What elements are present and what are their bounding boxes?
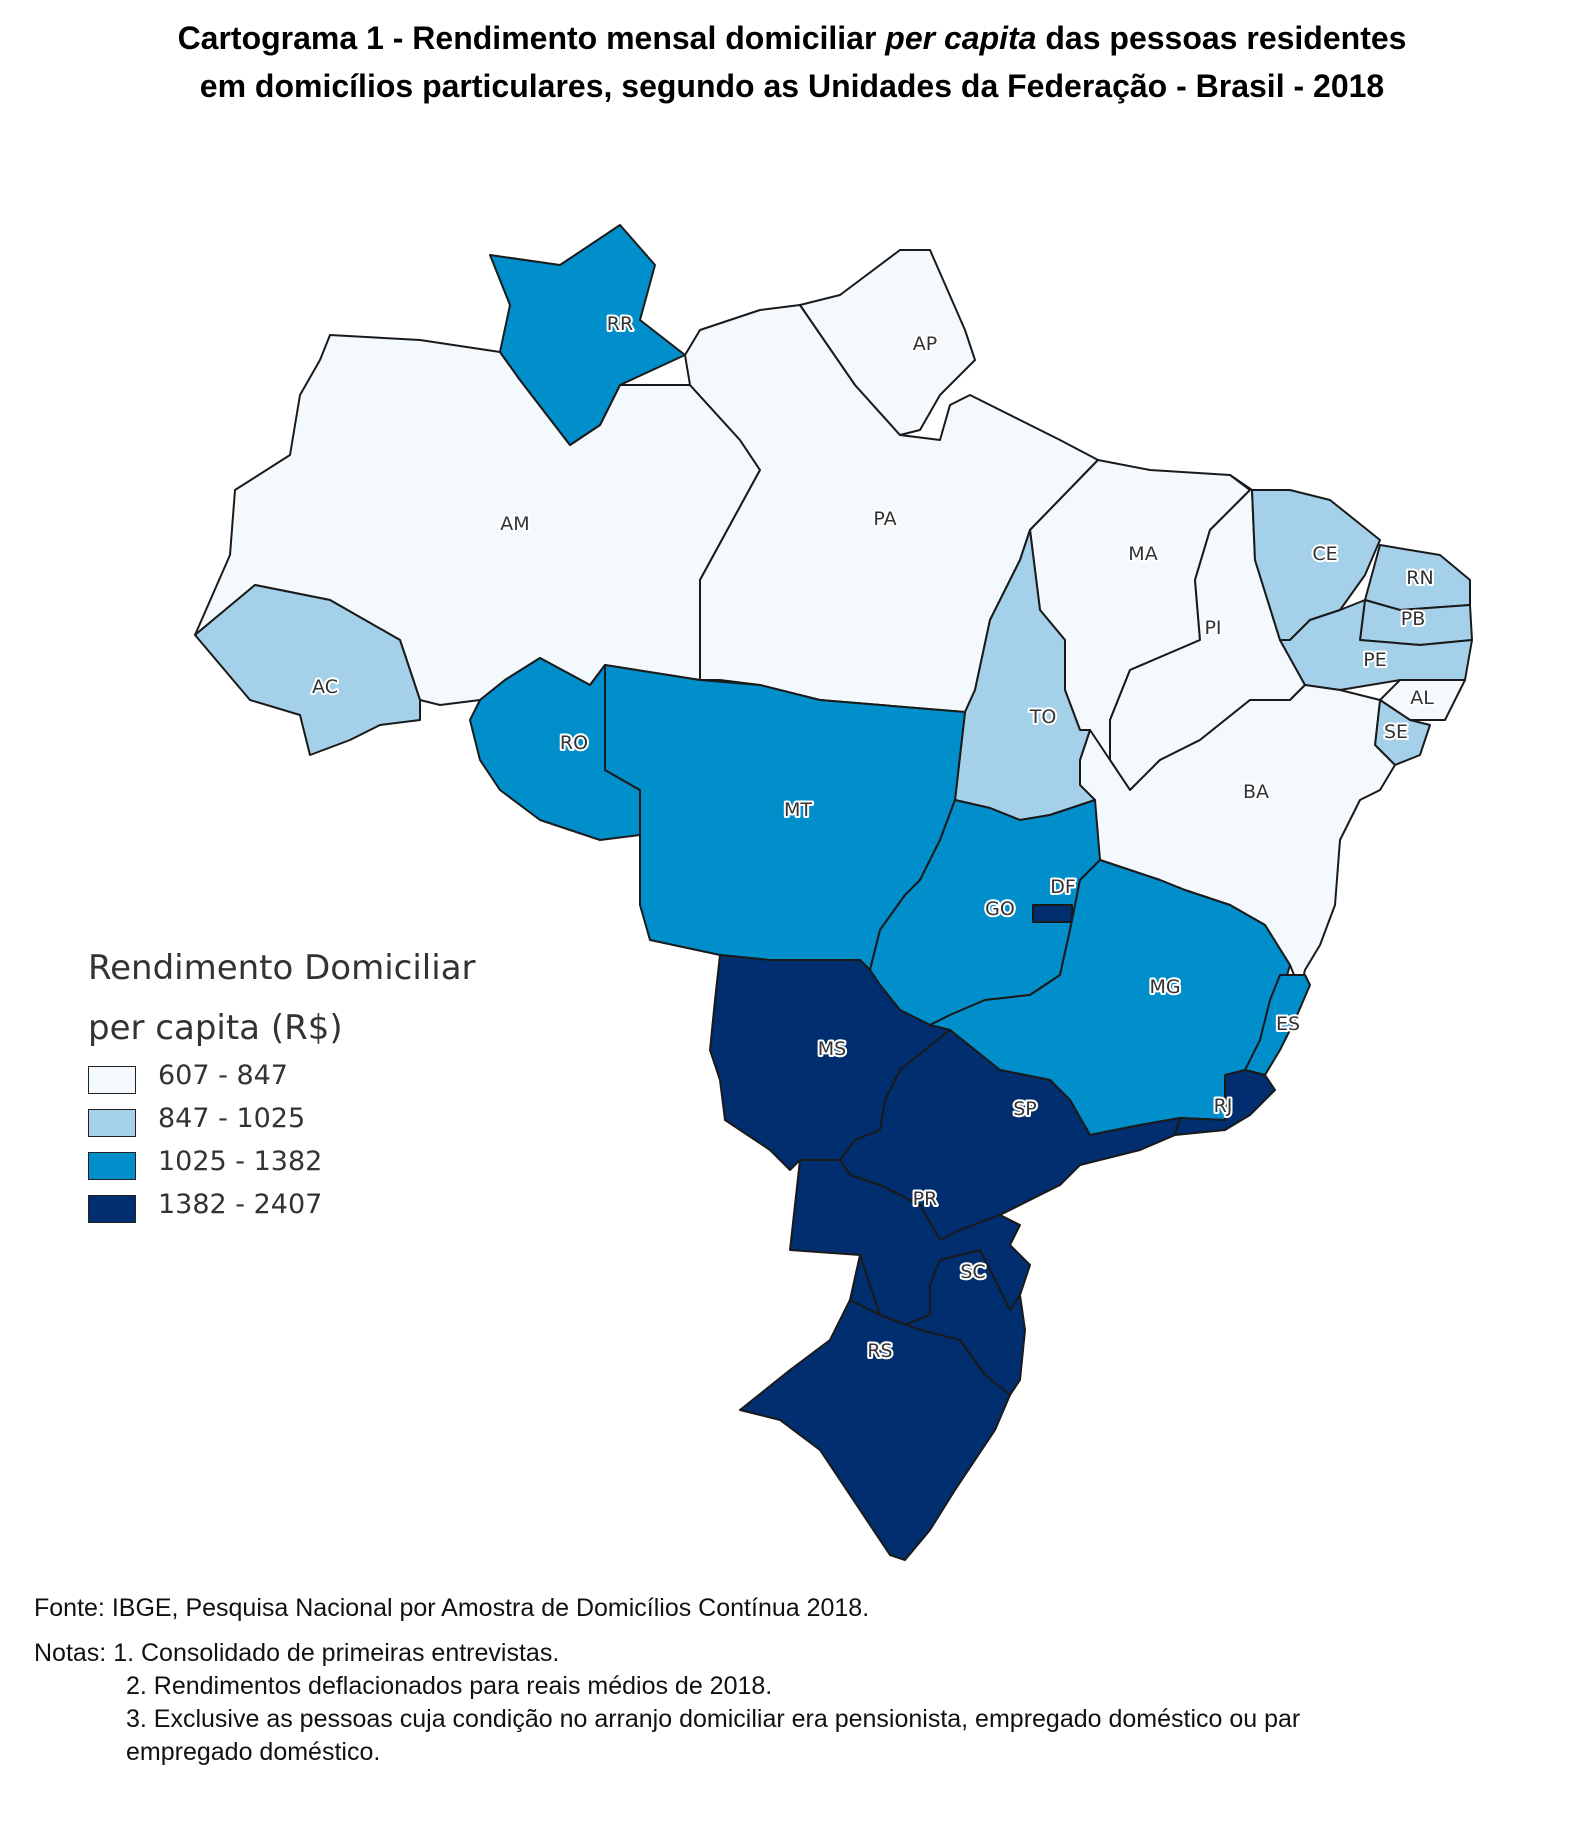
note-2: 2. Rendimentos deflacionados para reais …: [126, 1672, 773, 1700]
legend-title-line-1: Rendimento Domiciliar: [88, 948, 476, 988]
state-AC: [194, 584, 421, 756]
legend-item: 847 - 1025: [88, 1101, 476, 1144]
state-AL: [1379, 679, 1466, 721]
legend-item: 1025 - 1382: [88, 1144, 476, 1187]
legend-swatch: [88, 1195, 136, 1223]
state-label-AC: AC: [312, 676, 338, 698]
state-SP: [839, 1029, 1181, 1241]
legend-swatch: [88, 1066, 136, 1094]
note-1-text: 1. Consolidado de primeiras entrevistas.: [113, 1639, 560, 1667]
state-label-MS: MS: [818, 1038, 846, 1060]
state-label-DF: DF: [1050, 876, 1076, 898]
state-label-AM: AM: [500, 513, 529, 535]
legend-item: 1382 - 2407: [88, 1187, 476, 1230]
state-TO: [954, 529, 1096, 821]
state-label-RS: RS: [867, 1340, 892, 1362]
states-layer: [194, 224, 1473, 1561]
state-RR: [489, 224, 686, 446]
legend-swatch: [88, 1152, 136, 1180]
state-RS: [739, 1299, 1011, 1561]
state-label-SE: SE: [1384, 721, 1408, 743]
title-line-1-italic: per capita: [885, 20, 1037, 56]
state-label-ES: ES: [1276, 1013, 1300, 1035]
state-label-RN: RN: [1406, 567, 1433, 589]
legend-label: 1025 - 1382: [158, 1146, 323, 1177]
state-label-TO: TO: [1029, 706, 1057, 728]
legend-swatch: [88, 1109, 136, 1137]
state-ES: [1244, 974, 1311, 1076]
state-DF: [1032, 904, 1073, 923]
state-label-SP: SP: [1013, 1098, 1037, 1120]
notes-prefix: Notas:: [34, 1639, 114, 1667]
state-label-AL: AL: [1410, 687, 1434, 709]
note-3-continuation: empregado doméstico.: [126, 1738, 381, 1766]
note-3: 3. Exclusive as pessoas cuja condição no…: [126, 1705, 1301, 1733]
state-label-BA: BA: [1243, 781, 1269, 803]
state-label-PR: PR: [913, 1188, 938, 1210]
legend-title-line-2: per capita (R$): [88, 1008, 343, 1048]
title-line-2: em domicílios particulares, segundo as U…: [199, 68, 1385, 104]
state-label-PE: PE: [1363, 649, 1386, 671]
state-label-PI: PI: [1204, 617, 1221, 639]
state-label-AP: AP: [913, 333, 937, 355]
state-label-GO: GO: [985, 898, 1015, 920]
legend-label: 607 - 847: [158, 1060, 288, 1091]
state-RJ: [1174, 1069, 1276, 1136]
title-line-1-start: Cartograma 1 - Rendimento mensal domicil…: [177, 20, 886, 56]
note-1: Notas: 1. Consolidado de primeiras entre…: [34, 1637, 1300, 1670]
legend-item: 607 - 847: [88, 1058, 476, 1101]
legend-title: Rendimento Domiciliar per capita (R$): [88, 938, 476, 1058]
state-label-MT: MT: [784, 799, 812, 821]
state-label-RJ: RJ: [1214, 1095, 1233, 1117]
state-label-PA: PA: [873, 508, 896, 530]
map-title: Cartograma 1 - Rendimento mensal domicil…: [0, 14, 1584, 110]
state-label-MG: MG: [1149, 976, 1180, 998]
state-label-RO: RO: [560, 732, 588, 754]
legend-label: 847 - 1025: [158, 1103, 306, 1134]
title-line-1: Cartograma 1 - Rendimento mensal domicil…: [0, 14, 1584, 62]
state-AP: [799, 249, 976, 436]
state-label-SC: SC: [960, 1261, 985, 1283]
legend-label: 1382 - 2407: [158, 1189, 323, 1220]
source-note: Fonte: IBGE, Pesquisa Nacional por Amost…: [34, 1594, 870, 1622]
footer-notes: Fonte: IBGE, Pesquisa Nacional por Amost…: [34, 1592, 1300, 1769]
state-label-MA: MA: [1128, 543, 1157, 565]
state-label-PB: PB: [1401, 608, 1426, 630]
state-label-CE: CE: [1312, 543, 1337, 565]
title-line-1-end: das pessoas residentes: [1036, 20, 1407, 56]
map-legend: Rendimento Domiciliar per capita (R$) 60…: [88, 938, 476, 1230]
state-label-RR: RR: [607, 313, 633, 335]
